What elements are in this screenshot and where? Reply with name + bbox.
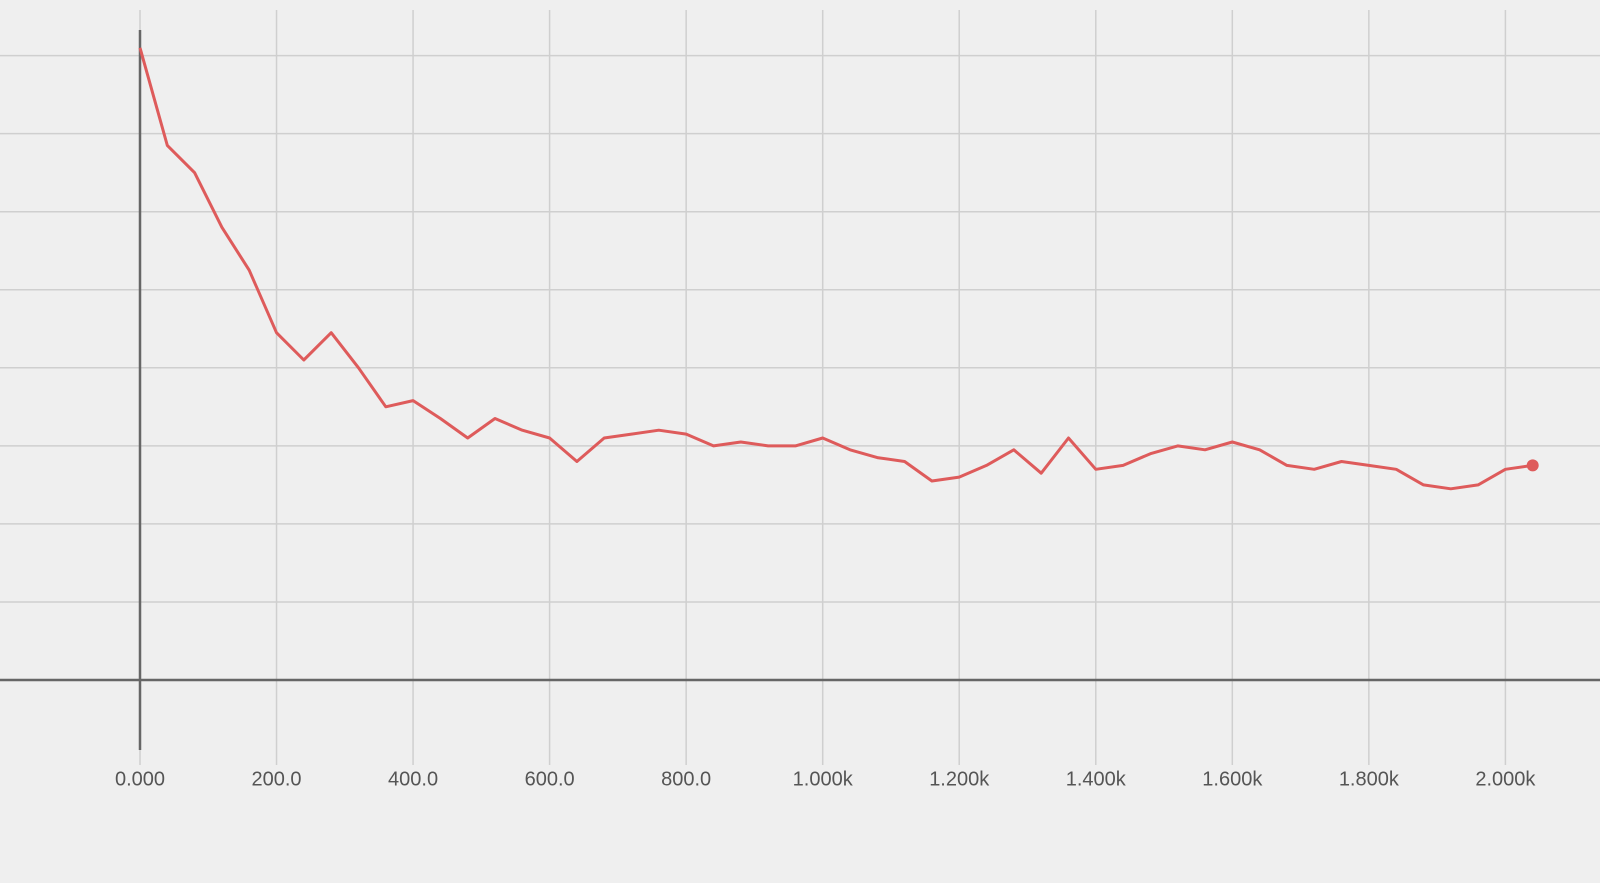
x-tick-label: 0.000: [115, 768, 165, 790]
x-tick-label: 1.600k: [1202, 768, 1263, 790]
last-point: [1526, 459, 1539, 472]
x-tick-label: 1.000k: [793, 768, 854, 790]
x-tick-label: 800.0: [661, 768, 711, 790]
x-tick-label: 2.000k: [1475, 768, 1536, 790]
data-line: [138, 47, 1533, 491]
x-tick-label: 200.0: [252, 768, 302, 790]
x-tick-label: 600.0: [525, 768, 575, 790]
x-tick-label: 400.0: [388, 768, 438, 790]
x-tick-label: 1.400k: [1066, 768, 1127, 790]
x-tick-label: 1.200k: [929, 768, 990, 790]
x-tick-label: 1.800k: [1339, 768, 1400, 790]
